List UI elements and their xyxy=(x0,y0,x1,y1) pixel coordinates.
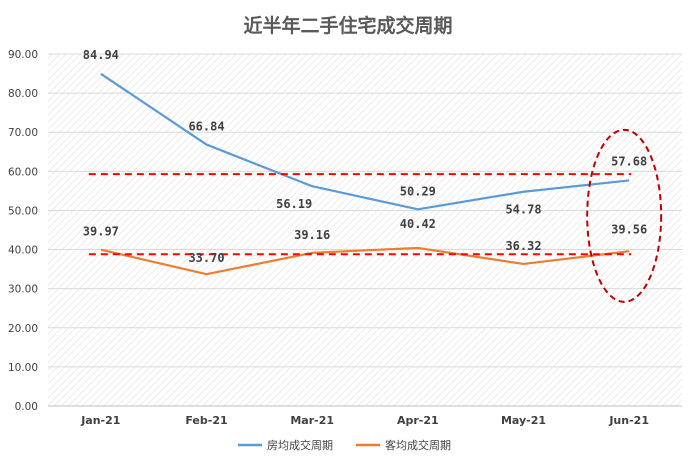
data-label: 66.84 xyxy=(188,120,224,134)
x-tick-label: Jun-21 xyxy=(608,414,649,427)
data-label: 57.68 xyxy=(611,154,647,168)
x-tick-label: Feb-21 xyxy=(185,414,227,427)
y-tick-label: 80.00 xyxy=(8,88,38,100)
plot-area-background xyxy=(48,54,682,406)
data-label: 40.42 xyxy=(400,217,436,231)
data-label: 36.32 xyxy=(505,239,541,253)
series-line-1 xyxy=(100,72,630,211)
x-tick-label: Jan-21 xyxy=(80,414,120,427)
x-tick-label: May-21 xyxy=(501,414,546,427)
chart-title: 近半年二手住宅成交周期 xyxy=(243,14,452,37)
y-tick-label: 50.00 xyxy=(8,205,38,217)
highlight-ellipse xyxy=(586,128,663,303)
legend-label: 房均成交周期 xyxy=(267,438,333,452)
data-label: 84.94 xyxy=(83,48,119,62)
y-tick-label: 0.00 xyxy=(15,401,38,413)
y-tick-label: 40.00 xyxy=(8,245,38,257)
x-axis-ticks: Jan-21 Feb-21 Mar-21 Apr-21 May-21 Jun-21 xyxy=(80,414,649,427)
data-labels: 84.94 66.84 56.19 50.29 54.78 57.68 39.97 33.70… xyxy=(83,48,647,265)
y-axis-ticks: 0.00 10.00 20.00 30.00 40.00 50.00 60.00 70.00 8… xyxy=(8,49,38,413)
reference-lines xyxy=(88,173,632,256)
data-label: 54.78 xyxy=(505,203,541,217)
data-label: 39.16 xyxy=(294,228,330,242)
data-label: 50.29 xyxy=(400,184,436,198)
y-tick-label: 60.00 xyxy=(8,166,38,178)
y-tick-label: 20.00 xyxy=(8,323,38,335)
y-tick-label: 90.00 xyxy=(8,49,38,61)
y-tick-label: 10.00 xyxy=(8,362,38,374)
series-line-2 xyxy=(100,246,630,276)
highlight-ellipse-group xyxy=(586,128,663,303)
data-label: 56.19 xyxy=(276,197,312,211)
series-lines xyxy=(100,72,630,276)
legend-label: 客均成交周期 xyxy=(385,438,451,452)
y-tick-label: 70.00 xyxy=(8,127,38,139)
x-tick-label: Mar-21 xyxy=(290,414,334,427)
data-label: 39.97 xyxy=(83,225,119,239)
y-tick-label: 30.00 xyxy=(8,284,38,296)
data-label: 33.70 xyxy=(188,251,224,265)
data-label: 39.56 xyxy=(611,222,647,236)
x-tick-label: Apr-21 xyxy=(397,414,439,427)
legend: 房均成交周期 客均成交周期 xyxy=(238,438,451,452)
